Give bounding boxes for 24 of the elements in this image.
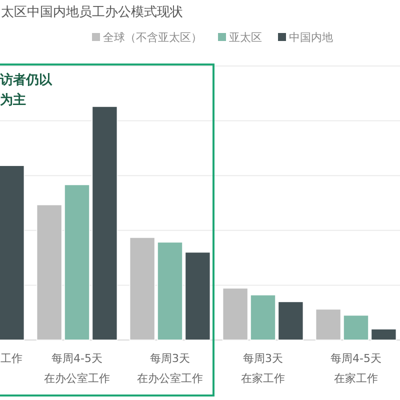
bar [250, 294, 276, 340]
x-tick-label: 每周3天在办公室工作 [137, 352, 203, 385]
bar [157, 242, 183, 340]
bar [0, 165, 25, 340]
bar [343, 314, 369, 340]
x-tick-label: 每周4-5天在办公室工作 [44, 352, 110, 385]
annotation: 为主 [0, 92, 26, 108]
text: 访者仍以 [0, 72, 53, 88]
legend-label: 中国内地 [289, 31, 333, 44]
bar [278, 301, 304, 340]
legend-label: 全球（不含亚太区） [103, 31, 202, 44]
bar [36, 204, 62, 340]
chart-title: 太区中国内地员工办公模式现状 [1, 5, 183, 20]
bar [222, 288, 248, 340]
x-tick-label: 工作 [0, 352, 23, 365]
bar [315, 308, 342, 340]
x-tick-label: 每周4-5天在家工作 [330, 352, 382, 385]
x-tick-label: 每周3天在家工作 [241, 352, 285, 385]
bar [370, 328, 397, 340]
bar [92, 106, 118, 340]
bar [184, 252, 211, 340]
legend-label: 亚太区 [229, 31, 262, 44]
bar [64, 184, 90, 340]
bar [129, 237, 156, 340]
